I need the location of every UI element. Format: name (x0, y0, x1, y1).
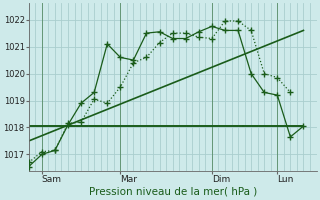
X-axis label: Pression niveau de la mer( hPa ): Pression niveau de la mer( hPa ) (89, 187, 257, 197)
